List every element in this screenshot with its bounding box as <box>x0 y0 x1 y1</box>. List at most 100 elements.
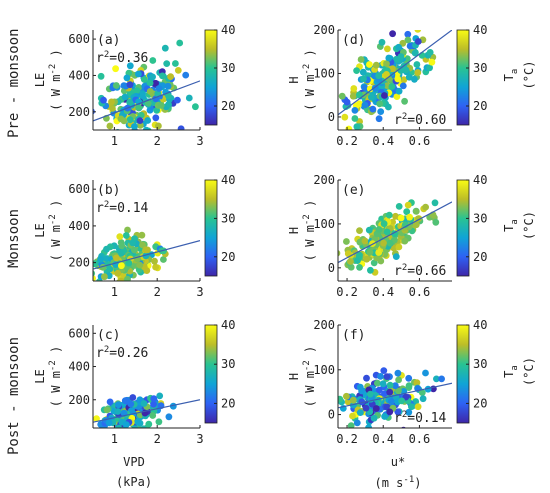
scatter-point <box>144 100 152 107</box>
panel-label-a: (a) <box>97 33 120 48</box>
scatter-point <box>145 133 152 140</box>
colorbar-c <box>204 324 218 424</box>
scatter-point <box>97 255 104 263</box>
scatter-point <box>433 375 440 383</box>
scatter-point <box>172 60 179 67</box>
scatter-point <box>381 92 388 99</box>
x-tick-label: 3 <box>196 432 203 446</box>
scatter-point <box>112 82 120 89</box>
scatter-point <box>366 390 374 398</box>
y-unit-c: ( W m-2 ) <box>48 346 63 407</box>
scatter-point <box>129 394 137 401</box>
scatter-point <box>351 107 359 114</box>
scatter-point <box>152 114 160 122</box>
scatter-point <box>338 249 341 257</box>
scatter-point <box>100 96 107 104</box>
scatter-point <box>358 387 365 395</box>
scatter-point <box>124 275 131 281</box>
scatter-point <box>120 117 128 125</box>
scatter-point <box>140 400 148 407</box>
scatter-point <box>405 73 413 81</box>
scatter-point <box>373 254 380 262</box>
scatter-point <box>395 376 402 384</box>
scatter-point <box>389 218 396 226</box>
scatter-point <box>161 44 169 52</box>
scatter-point <box>356 100 363 108</box>
colorbar-tick-label: 40 <box>473 318 487 332</box>
scatter-point <box>93 270 96 277</box>
scatter-point <box>359 68 367 76</box>
colorbar-tick-label: 20 <box>473 250 487 264</box>
y-tick-label: 100 <box>313 217 335 231</box>
scatter-point <box>426 64 433 72</box>
scatter-point <box>146 88 154 95</box>
colorbar-tick-label: 30 <box>221 211 235 225</box>
x-tick-label: 2 <box>154 134 161 148</box>
x-tick-label: 0.6 <box>409 285 431 299</box>
scatter-point <box>157 102 165 109</box>
scatter-point <box>108 98 115 106</box>
scatter-point <box>347 258 354 265</box>
scatter-point <box>343 98 351 106</box>
scatter-point <box>356 251 363 259</box>
scatter-point <box>389 30 396 38</box>
scatter-point <box>105 419 113 427</box>
scatter-point <box>386 408 394 416</box>
scatter-point <box>387 398 395 405</box>
scatter-point <box>155 418 163 426</box>
scatter-point <box>413 379 421 387</box>
scatter-point <box>112 65 119 73</box>
scatter-point <box>341 113 349 121</box>
scatter-point <box>386 381 394 389</box>
scatter-point <box>404 201 412 209</box>
scatter-point <box>418 52 426 59</box>
panel-label-b: (b) <box>97 183 120 198</box>
scatter-point <box>117 277 125 281</box>
scatter-point <box>319 402 326 409</box>
scatter-point <box>114 269 122 277</box>
scatter-point <box>165 413 173 421</box>
y-tick-label: 600 <box>68 326 90 340</box>
y-tick-label: 200 <box>68 256 90 270</box>
panel-d: 0.2 0.4 0.6 0 100 200 (d) r2=0.60 H( W m-2 ) 40 30… <box>287 10 536 148</box>
scatter-point <box>366 248 374 256</box>
y-unit-b: ( W m-2 ) <box>48 200 63 261</box>
scatter-point <box>392 253 400 260</box>
scatter-point <box>97 72 105 80</box>
panel-label-e: (e) <box>342 183 365 198</box>
panel-f: 0.2 0.4 0.6 0 100 200 (f) r2=0.14 H( W m-2 ) 40 30… <box>287 318 536 446</box>
scatter-point <box>438 375 445 383</box>
panel-label-f: (f) <box>342 328 365 343</box>
scatter-point <box>131 425 139 428</box>
colorbar-tick-label: 20 <box>473 396 487 410</box>
y-label-e: H <box>287 227 301 234</box>
scatter-point <box>380 367 388 374</box>
x-tick-label: 0.6 <box>409 432 431 446</box>
scatter-point <box>140 425 148 428</box>
y-tick-label: 200 <box>313 318 335 332</box>
x-tick-label: 3 <box>196 285 203 299</box>
scatter-point <box>381 390 388 397</box>
scatter-point <box>357 56 365 63</box>
scatter-point <box>361 237 369 245</box>
scatter-point <box>129 239 137 247</box>
fit-line-d <box>338 30 452 116</box>
y-tick-label: 200 <box>313 23 335 37</box>
colorbar-tick-label: 20 <box>221 396 235 410</box>
scatter-point <box>152 79 160 87</box>
scatter-point <box>405 374 413 382</box>
scatter-point <box>401 97 408 105</box>
x-unit-vpd: (kPa) <box>116 475 152 489</box>
scatter-point <box>121 397 129 405</box>
scatter-point <box>377 108 385 115</box>
scatter-point <box>361 101 369 109</box>
scatter-point <box>118 242 126 250</box>
y-tick-label: 200 <box>313 173 335 187</box>
scatter-point <box>135 104 143 112</box>
scatter-point <box>438 10 445 17</box>
scatter-point <box>397 53 405 60</box>
scatter-points-a <box>93 39 199 140</box>
scatter-point <box>383 71 390 78</box>
y-label-b: LE <box>33 223 47 237</box>
x-label-vpd: VPD <box>123 455 145 469</box>
